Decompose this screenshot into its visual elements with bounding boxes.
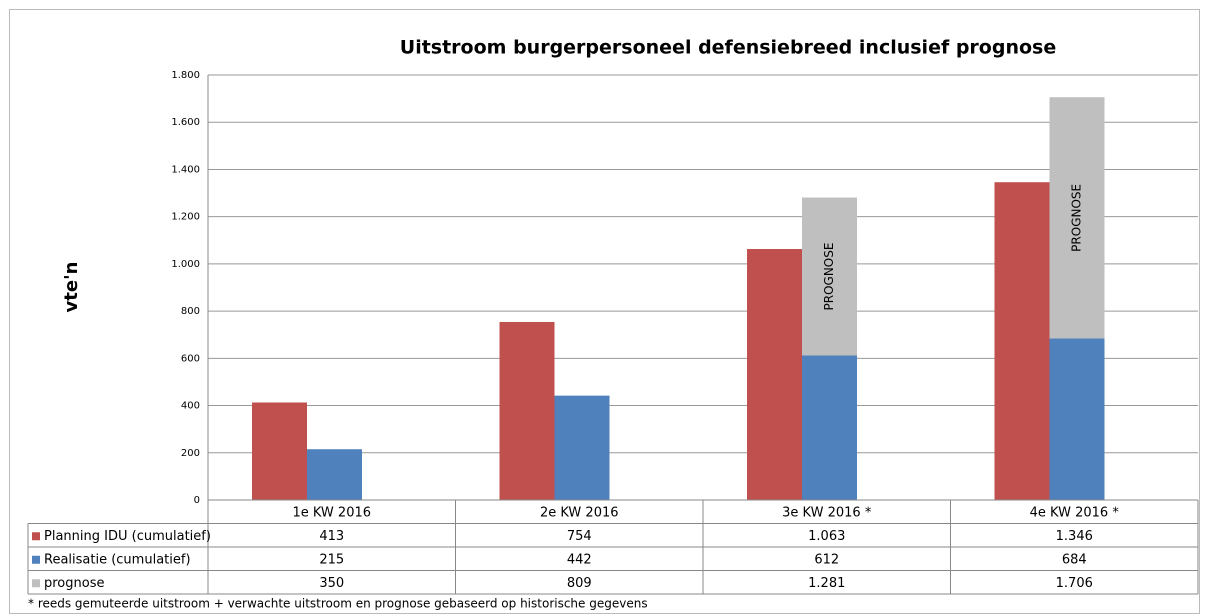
- y-tick-label: 400: [181, 401, 200, 412]
- y-tick-label: 1.400: [171, 164, 200, 175]
- bar: [307, 449, 362, 500]
- data-label: 1.706: [1056, 576, 1093, 591]
- footnote: * reeds gemuteerde uitstroom + verwachte…: [28, 597, 648, 611]
- y-tick-label: 1.000: [171, 259, 200, 270]
- data-label: 1.063: [808, 529, 845, 544]
- data-label: 1.346: [1056, 529, 1093, 544]
- bar: [252, 402, 307, 500]
- y-tick-label: 600: [181, 353, 200, 364]
- bar-annotation: PROGNOSE: [1070, 184, 1084, 252]
- x-tick-label: 4e KW 2016 *: [1030, 505, 1120, 520]
- data-label: 442: [567, 552, 592, 567]
- bar: [747, 249, 802, 500]
- y-tick-label: 1.200: [171, 212, 200, 223]
- legend-swatch: [32, 579, 40, 588]
- data-label: 1.281: [808, 576, 845, 591]
- legend-swatch: [32, 532, 40, 541]
- x-tick-label: 3e KW 2016 *: [782, 505, 872, 520]
- legend-label: Realisatie (cumulatief): [44, 552, 191, 567]
- bar: [499, 321, 555, 500]
- bar: [994, 182, 1050, 500]
- y-tick-label: 0: [194, 495, 200, 506]
- data-label: 350: [319, 576, 344, 591]
- data-label: 754: [567, 529, 592, 544]
- data-label: 684: [1062, 552, 1087, 567]
- chart-title: Uitstroom burgerpersoneel defensiebreed …: [400, 37, 1056, 59]
- bar: [1049, 338, 1105, 500]
- y-axis-label: vte'n: [61, 262, 82, 313]
- y-tick-label: 800: [181, 306, 200, 317]
- data-label: 809: [567, 576, 592, 591]
- data-label: 612: [814, 552, 839, 567]
- data-label: 215: [319, 552, 344, 567]
- legend-swatch: [32, 555, 40, 564]
- y-tick-label: 1.600: [171, 117, 200, 128]
- data-label: 413: [319, 529, 344, 544]
- bar-annotation: PROGNOSE: [822, 243, 836, 311]
- y-tick-label: 200: [181, 448, 200, 459]
- x-tick-label: 2e KW 2016: [540, 505, 619, 520]
- x-tick-label: 1e KW 2016: [292, 505, 371, 520]
- y-tick-label: 1.800: [171, 70, 200, 81]
- legend-label: prognose: [44, 576, 104, 591]
- legend-label: Planning IDU (cumulatief): [44, 529, 211, 544]
- bar: [554, 395, 610, 500]
- bar: [802, 355, 857, 500]
